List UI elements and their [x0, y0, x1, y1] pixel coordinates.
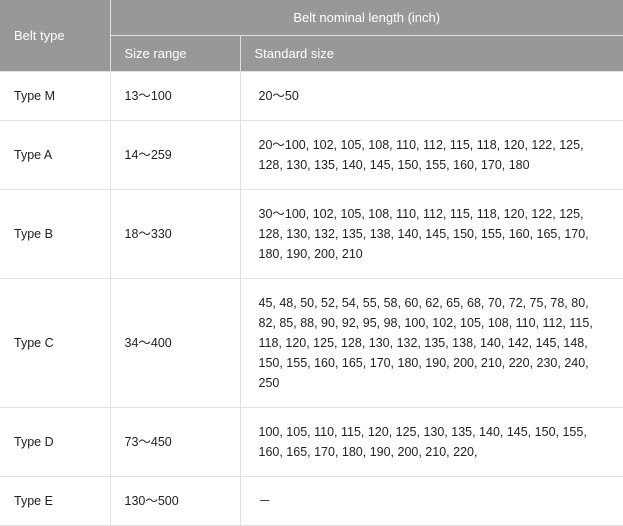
cell-standard-size: 20～50	[240, 72, 623, 121]
table-row: Type E 130～500 －	[0, 477, 623, 526]
table-row: Type D 73～450 100, 105, 110, 115, 120, 1…	[0, 408, 623, 477]
cell-belt-type: Type M	[0, 72, 110, 121]
cell-standard-size: 45, 48, 50, 52, 54, 55, 58, 60, 62, 65, …	[240, 279, 623, 408]
header-nominal-length: Belt nominal length (inch)	[110, 0, 623, 36]
table-row: Type C 34～400 45, 48, 50, 52, 54, 55, 58…	[0, 279, 623, 408]
belt-table-container: Belt type Belt nominal length (inch) Siz…	[0, 0, 623, 526]
cell-standard-size: 100, 105, 110, 115, 120, 125, 130, 135, …	[240, 408, 623, 477]
cell-belt-type: Type B	[0, 190, 110, 279]
cell-size-range: 14～259	[110, 121, 240, 190]
table-row: Type M 13～100 20～50	[0, 72, 623, 121]
cell-standard-size: 20～100, 102, 105, 108, 110, 112, 115, 11…	[240, 121, 623, 190]
table-row: Type A 14～259 20～100, 102, 105, 108, 110…	[0, 121, 623, 190]
header-size-range: Size range	[110, 36, 240, 72]
cell-size-range: 13～100	[110, 72, 240, 121]
cell-size-range: 18～330	[110, 190, 240, 279]
header-standard-size: Standard size	[240, 36, 623, 72]
table-body: Type M 13～100 20～50 Type A 14～259 20～100…	[0, 72, 623, 526]
cell-standard-size: －	[240, 477, 623, 526]
cell-size-range: 73～450	[110, 408, 240, 477]
cell-size-range: 34～400	[110, 279, 240, 408]
cell-belt-type: Type D	[0, 408, 110, 477]
table-row: Type B 18～330 30～100, 102, 105, 108, 110…	[0, 190, 623, 279]
belt-table: Belt type Belt nominal length (inch) Siz…	[0, 0, 623, 526]
table-header: Belt type Belt nominal length (inch) Siz…	[0, 0, 623, 72]
header-belt-type: Belt type	[0, 0, 110, 72]
cell-size-range: 130～500	[110, 477, 240, 526]
cell-standard-size: 30～100, 102, 105, 108, 110, 112, 115, 11…	[240, 190, 623, 279]
cell-belt-type: Type A	[0, 121, 110, 190]
cell-belt-type: Type E	[0, 477, 110, 526]
cell-belt-type: Type C	[0, 279, 110, 408]
